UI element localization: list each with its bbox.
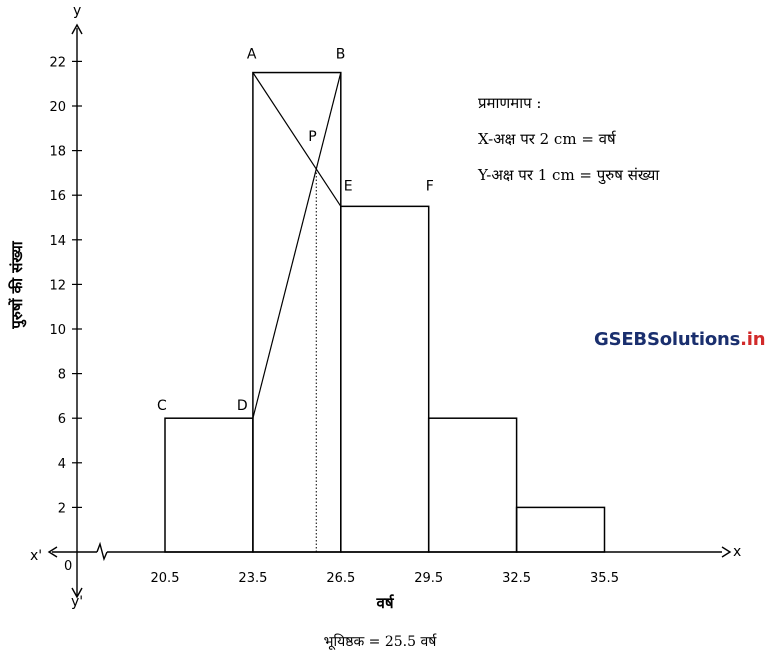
axis-name-x: x bbox=[733, 544, 741, 560]
bar-32.5-35.5 bbox=[515, 506, 606, 553]
point-label-F: F bbox=[426, 178, 434, 194]
y-axis-arrow-up bbox=[71, 23, 83, 35]
point-label-E: E bbox=[344, 178, 353, 194]
y-tick-label-8: 8 bbox=[58, 368, 66, 383]
line-a-to-e bbox=[252, 72, 342, 207]
y-tick-label-10: 10 bbox=[49, 323, 66, 338]
histogram-bars bbox=[164, 71, 606, 553]
y-tick-label-18: 18 bbox=[49, 145, 66, 160]
x-axis-break bbox=[96, 541, 108, 562]
bar-23.5-26.5 bbox=[252, 71, 342, 553]
bar-29.5-32.5 bbox=[427, 417, 518, 553]
watermark-part2: Solutions bbox=[646, 329, 741, 350]
x-tick-label-32.5: 32.5 bbox=[502, 571, 531, 586]
scale-title: प्रमाणमाप : bbox=[478, 94, 541, 112]
watermark-part3: .in bbox=[740, 329, 766, 350]
ticks bbox=[72, 60, 82, 508]
y-tick-label-22: 22 bbox=[49, 55, 66, 70]
y-tick-label-2: 2 bbox=[58, 501, 66, 516]
axes bbox=[47, 23, 732, 599]
bar-20.5-23.5 bbox=[164, 417, 254, 553]
x-axis-arrow-left bbox=[47, 546, 58, 558]
y-axis-label: पुरुषों की संख्या bbox=[8, 240, 27, 330]
x-tick-label-20.5: 20.5 bbox=[151, 571, 180, 586]
axis-name-x-neg: x' bbox=[30, 548, 42, 564]
y-axis-arrow-down bbox=[71, 587, 83, 599]
watermark-part1: GSEB bbox=[594, 329, 647, 350]
axis-name-y-neg: y' bbox=[71, 594, 83, 610]
line-d-to-b bbox=[252, 72, 342, 419]
x-tick-label-29.5: 29.5 bbox=[414, 571, 443, 586]
y-tick-label-16: 16 bbox=[49, 189, 66, 204]
mode-footer: भूयिष्ठक = 25.5 वर्ष bbox=[324, 633, 438, 650]
x-tick-label-23.5: 23.5 bbox=[238, 571, 267, 586]
y-tick-label-4: 4 bbox=[58, 457, 66, 472]
watermark: GSEBSolutions.in bbox=[594, 329, 766, 350]
point-label-C: C bbox=[157, 398, 167, 414]
point-label-P: P bbox=[308, 129, 316, 145]
point-label-D: D bbox=[237, 398, 248, 414]
axis-name-y: y bbox=[73, 3, 81, 19]
scale-y-line: Y-अक्ष पर 1 cm = पुरुष संख्या bbox=[477, 166, 660, 185]
x-tick-label-35.5: 35.5 bbox=[590, 571, 619, 586]
y-tick-label-20: 20 bbox=[49, 100, 66, 115]
point-label-A: A bbox=[247, 47, 257, 63]
x-tick-label-26.5: 26.5 bbox=[326, 571, 355, 586]
origin-label: 0 bbox=[64, 559, 72, 574]
bar-26.5-29.5 bbox=[340, 205, 430, 553]
labels: y y' x x' 0 2 4 6 8 10 12 14 16 18 20 22 20.5 23.5 26.5 29.… bbox=[30, 3, 741, 610]
x-axis-label: वर्ष bbox=[375, 594, 394, 612]
mode-construction-lines bbox=[252, 72, 342, 552]
y-tick-label-14: 14 bbox=[49, 234, 66, 249]
y-tick-label-6: 6 bbox=[58, 412, 66, 427]
scale-x-line: X-अक्ष पर 2 cm = वर्ष bbox=[478, 130, 617, 148]
point-label-B: B bbox=[336, 47, 346, 63]
x-axis-arrow-right bbox=[721, 546, 732, 558]
y-tick-label-12: 12 bbox=[49, 278, 66, 293]
